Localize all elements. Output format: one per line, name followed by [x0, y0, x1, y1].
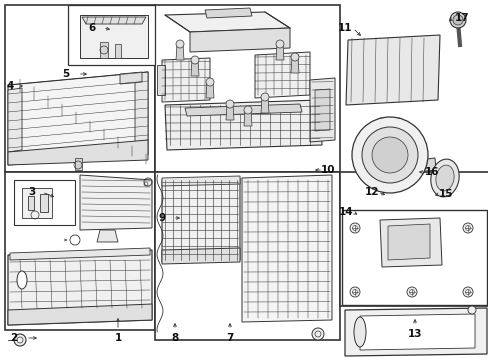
Polygon shape: [162, 58, 209, 102]
Text: 9: 9: [158, 213, 165, 223]
Polygon shape: [28, 196, 34, 210]
Polygon shape: [162, 178, 240, 262]
Circle shape: [244, 106, 251, 114]
Text: 13: 13: [407, 329, 421, 339]
Polygon shape: [346, 35, 439, 105]
Bar: [339, 172, 488, 306]
Polygon shape: [359, 314, 474, 350]
Polygon shape: [115, 44, 121, 58]
Circle shape: [191, 56, 199, 64]
Polygon shape: [190, 28, 289, 52]
Text: 10: 10: [320, 165, 335, 175]
Circle shape: [205, 78, 214, 86]
Polygon shape: [82, 17, 146, 24]
Polygon shape: [184, 104, 302, 116]
Circle shape: [467, 306, 475, 314]
Polygon shape: [162, 176, 240, 186]
Polygon shape: [120, 72, 142, 84]
Circle shape: [349, 223, 359, 233]
Circle shape: [351, 117, 427, 193]
Polygon shape: [157, 65, 164, 95]
Text: 16: 16: [424, 167, 438, 177]
Circle shape: [275, 40, 284, 48]
Text: 8: 8: [171, 333, 178, 343]
Polygon shape: [75, 158, 82, 170]
Polygon shape: [176, 44, 183, 60]
Polygon shape: [8, 250, 152, 325]
Circle shape: [290, 53, 298, 61]
Text: 2: 2: [10, 333, 18, 343]
Circle shape: [406, 287, 416, 297]
Polygon shape: [387, 224, 429, 260]
Circle shape: [452, 15, 462, 25]
Polygon shape: [97, 230, 118, 242]
Circle shape: [14, 334, 26, 346]
Text: 15: 15: [438, 189, 452, 199]
Polygon shape: [225, 104, 234, 120]
Circle shape: [176, 40, 183, 48]
Text: 4: 4: [6, 81, 14, 91]
Text: 7: 7: [226, 333, 233, 343]
Polygon shape: [191, 60, 199, 76]
Polygon shape: [164, 12, 289, 32]
Ellipse shape: [435, 165, 453, 191]
Circle shape: [449, 12, 465, 28]
Bar: [5, 5, 155, 172]
Text: 1: 1: [114, 333, 122, 343]
Text: 12: 12: [364, 187, 379, 197]
Polygon shape: [8, 140, 148, 165]
Bar: [5, 172, 155, 330]
Polygon shape: [275, 44, 284, 60]
Ellipse shape: [353, 317, 365, 347]
Polygon shape: [254, 52, 309, 98]
Text: 11: 11: [337, 23, 351, 33]
Polygon shape: [290, 57, 298, 73]
Polygon shape: [205, 82, 214, 98]
Polygon shape: [244, 110, 251, 126]
Bar: [155, 172, 339, 340]
Polygon shape: [80, 175, 152, 230]
Polygon shape: [242, 175, 331, 322]
Bar: [14, 180, 75, 225]
Text: 6: 6: [88, 23, 96, 33]
Text: 3: 3: [28, 187, 36, 197]
Text: 14: 14: [338, 207, 353, 217]
Polygon shape: [40, 194, 48, 212]
Circle shape: [462, 287, 472, 297]
Polygon shape: [8, 304, 152, 325]
Bar: [341, 210, 486, 305]
Circle shape: [261, 93, 268, 101]
Circle shape: [361, 127, 417, 183]
Circle shape: [462, 223, 472, 233]
Ellipse shape: [17, 271, 27, 289]
Polygon shape: [8, 72, 148, 165]
Polygon shape: [135, 72, 148, 142]
Bar: [155, 5, 339, 172]
Circle shape: [371, 137, 407, 173]
Polygon shape: [162, 248, 240, 264]
Polygon shape: [164, 100, 321, 150]
Polygon shape: [22, 188, 52, 218]
Polygon shape: [8, 88, 22, 152]
Polygon shape: [345, 308, 486, 356]
Polygon shape: [377, 118, 401, 128]
Ellipse shape: [430, 159, 458, 197]
Text: 5: 5: [62, 69, 69, 79]
Polygon shape: [10, 248, 150, 260]
Polygon shape: [80, 15, 148, 58]
Polygon shape: [261, 97, 268, 113]
Polygon shape: [309, 78, 334, 142]
Polygon shape: [314, 89, 329, 131]
Polygon shape: [204, 8, 251, 18]
Bar: [68, 5, 155, 65]
Text: 17: 17: [454, 13, 468, 23]
Circle shape: [311, 328, 324, 340]
Polygon shape: [416, 158, 435, 172]
Polygon shape: [100, 42, 108, 58]
Circle shape: [225, 100, 234, 108]
Polygon shape: [379, 218, 441, 267]
Circle shape: [349, 287, 359, 297]
